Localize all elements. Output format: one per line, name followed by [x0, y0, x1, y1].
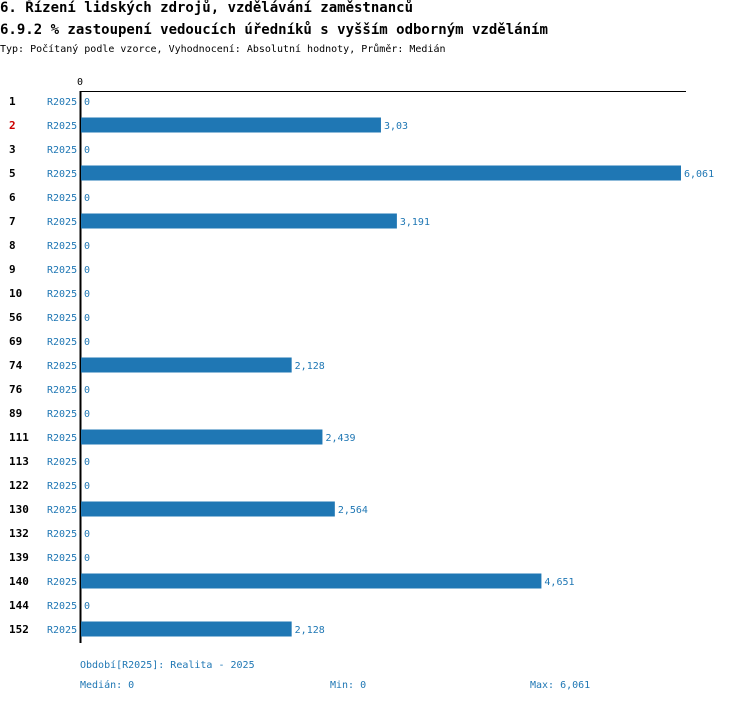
value-label: 0 [84, 337, 90, 348]
value-label: 0 [84, 193, 90, 204]
series-label: R2025 [47, 601, 77, 612]
category-label: 139 [9, 551, 29, 564]
category-label: 9 [9, 263, 16, 276]
category-label: 5 [9, 167, 16, 180]
period-label: Období[R2025]: Realita - 2025 [80, 660, 255, 671]
series-label: R2025 [47, 121, 77, 132]
page-title: 6. Řízení lidských zdrojů, vzdělávání za… [0, 0, 414, 16]
value-label: 0 [84, 313, 90, 324]
category-label: 152 [9, 623, 29, 636]
category-label: 113 [9, 455, 29, 468]
bar [81, 213, 397, 229]
category-label: 111 [9, 431, 29, 444]
category-label: 1 [9, 95, 16, 108]
category-label: 8 [9, 239, 16, 252]
series-label: R2025 [47, 241, 77, 252]
indicator-title: 6.9.2 % zastoupení vedoucích úředníků s … [0, 22, 548, 38]
series-label: R2025 [47, 385, 77, 396]
value-label: 0 [84, 409, 90, 420]
category-label: 132 [9, 527, 29, 540]
category-label: 130 [9, 503, 29, 516]
value-label: 0 [84, 97, 90, 108]
series-label: R2025 [47, 97, 77, 108]
value-label: 0 [84, 241, 90, 252]
category-label: 140 [9, 575, 29, 588]
category-label: 69 [9, 335, 22, 348]
category-label: 7 [9, 215, 16, 228]
value-label: 0 [84, 145, 90, 156]
value-label: 0 [84, 481, 90, 492]
category-label: 3 [9, 143, 16, 156]
series-label: R2025 [47, 553, 77, 564]
bar [81, 501, 335, 517]
series-label: R2025 [47, 289, 77, 300]
value-label: 0 [84, 553, 90, 564]
series-label: R2025 [47, 361, 77, 372]
series-label: R2025 [47, 577, 77, 588]
category-label: 6 [9, 191, 16, 204]
category-label: 56 [9, 311, 23, 324]
max-label: Max: 6,061 [530, 680, 591, 691]
value-label: 2,564 [338, 505, 368, 516]
bar [81, 117, 381, 133]
value-label: 0 [84, 265, 90, 276]
bar [81, 429, 323, 445]
series-label: R2025 [47, 505, 77, 516]
category-label: 10 [9, 287, 22, 300]
series-label: R2025 [47, 145, 77, 156]
series-label: R2025 [47, 529, 77, 540]
bar [81, 165, 681, 181]
series-label: R2025 [47, 265, 77, 276]
series-label: R2025 [47, 313, 77, 324]
min-label: Min: 0 [330, 680, 367, 691]
median-label: Medián: 0 [80, 680, 135, 691]
type-line: Typ: Počítaný podle vzorce, Vyhodnocení:… [0, 44, 446, 55]
category-label: 76 [9, 383, 23, 396]
category-label: 122 [9, 479, 29, 492]
series-label: R2025 [47, 193, 77, 204]
value-label: 2,128 [295, 625, 325, 636]
bar [81, 573, 542, 589]
category-label: 89 [9, 407, 22, 420]
value-label: 0 [84, 289, 90, 300]
bar [81, 621, 292, 637]
category-label: 144 [9, 599, 29, 612]
category-label: 74 [9, 359, 23, 372]
value-label: 4,651 [544, 577, 574, 588]
value-label: 0 [84, 601, 90, 612]
category-label: 2 [9, 119, 16, 132]
value-label: 2,128 [295, 361, 325, 372]
value-label: 0 [84, 385, 90, 396]
series-label: R2025 [47, 457, 77, 468]
series-label: R2025 [47, 217, 77, 228]
series-label: R2025 [47, 433, 77, 444]
series-label: R2025 [47, 169, 77, 180]
value-label: 0 [84, 457, 90, 468]
value-label: 3,03 [384, 121, 408, 132]
series-label: R2025 [47, 481, 77, 492]
value-label: 0 [84, 529, 90, 540]
x-axis-tick-label: 0 [77, 77, 83, 88]
bar [81, 357, 292, 373]
value-label: 6,061 [684, 169, 714, 180]
value-label: 3,191 [400, 217, 430, 228]
series-label: R2025 [47, 409, 77, 420]
series-label: R2025 [47, 625, 77, 636]
series-label: R2025 [47, 337, 77, 348]
value-label: 2,439 [325, 433, 355, 444]
